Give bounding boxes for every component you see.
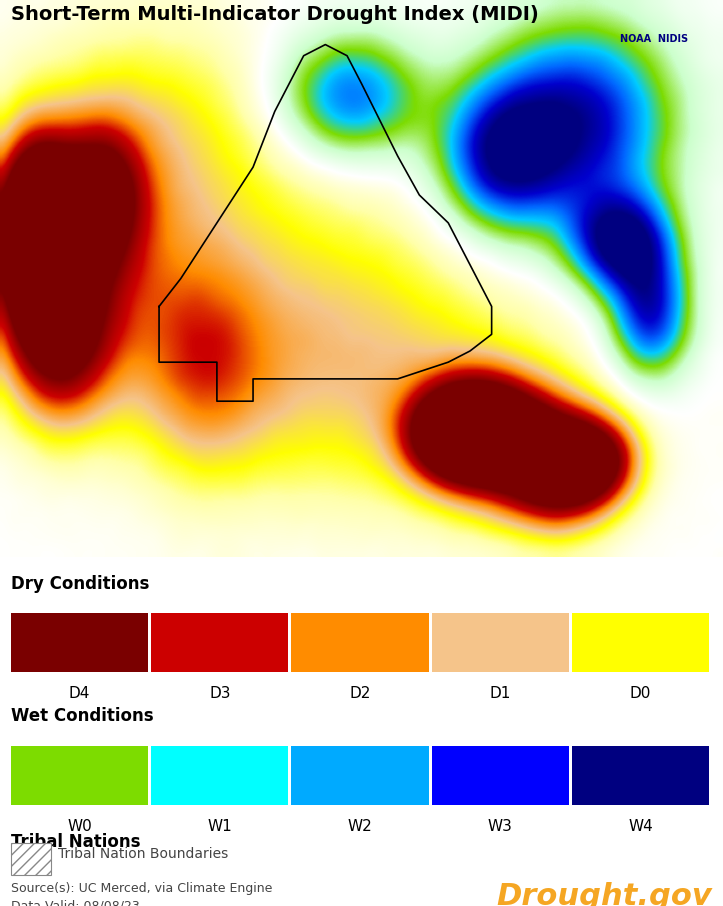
Text: Data Valid: 08/08/23: Data Valid: 08/08/23 — [11, 899, 140, 906]
Text: W1: W1 — [208, 819, 232, 834]
Text: Dry Conditions: Dry Conditions — [11, 574, 149, 593]
Text: NOAA  NIDIS: NOAA NIDIS — [620, 34, 688, 43]
Bar — [11, 746, 148, 805]
Text: D3: D3 — [209, 686, 231, 701]
Text: Source(s): UC Merced, via Climate Engine: Source(s): UC Merced, via Climate Engine — [11, 882, 273, 894]
Bar — [432, 613, 569, 672]
Bar — [572, 613, 709, 672]
Bar — [11, 843, 51, 874]
Bar — [11, 613, 148, 672]
Text: D4: D4 — [69, 686, 90, 701]
Bar — [291, 746, 429, 805]
Bar — [432, 746, 569, 805]
Text: W2: W2 — [348, 819, 372, 834]
Text: D0: D0 — [630, 686, 651, 701]
Bar — [151, 746, 288, 805]
Bar — [151, 613, 288, 672]
Text: Short-Term Multi-Indicator Drought Index (MIDI): Short-Term Multi-Indicator Drought Index… — [11, 5, 539, 24]
Text: W3: W3 — [488, 819, 513, 834]
Bar — [572, 746, 709, 805]
Text: W4: W4 — [628, 819, 653, 834]
Text: Tribal Nation Boundaries: Tribal Nation Boundaries — [58, 847, 228, 861]
Bar — [291, 613, 429, 672]
Text: Wet Conditions: Wet Conditions — [11, 708, 153, 725]
Text: Drought.gov: Drought.gov — [497, 882, 712, 906]
Text: D2: D2 — [349, 686, 371, 701]
Text: W0: W0 — [67, 819, 92, 834]
Text: Tribal Nations: Tribal Nations — [11, 833, 140, 851]
Text: D1: D1 — [489, 686, 511, 701]
